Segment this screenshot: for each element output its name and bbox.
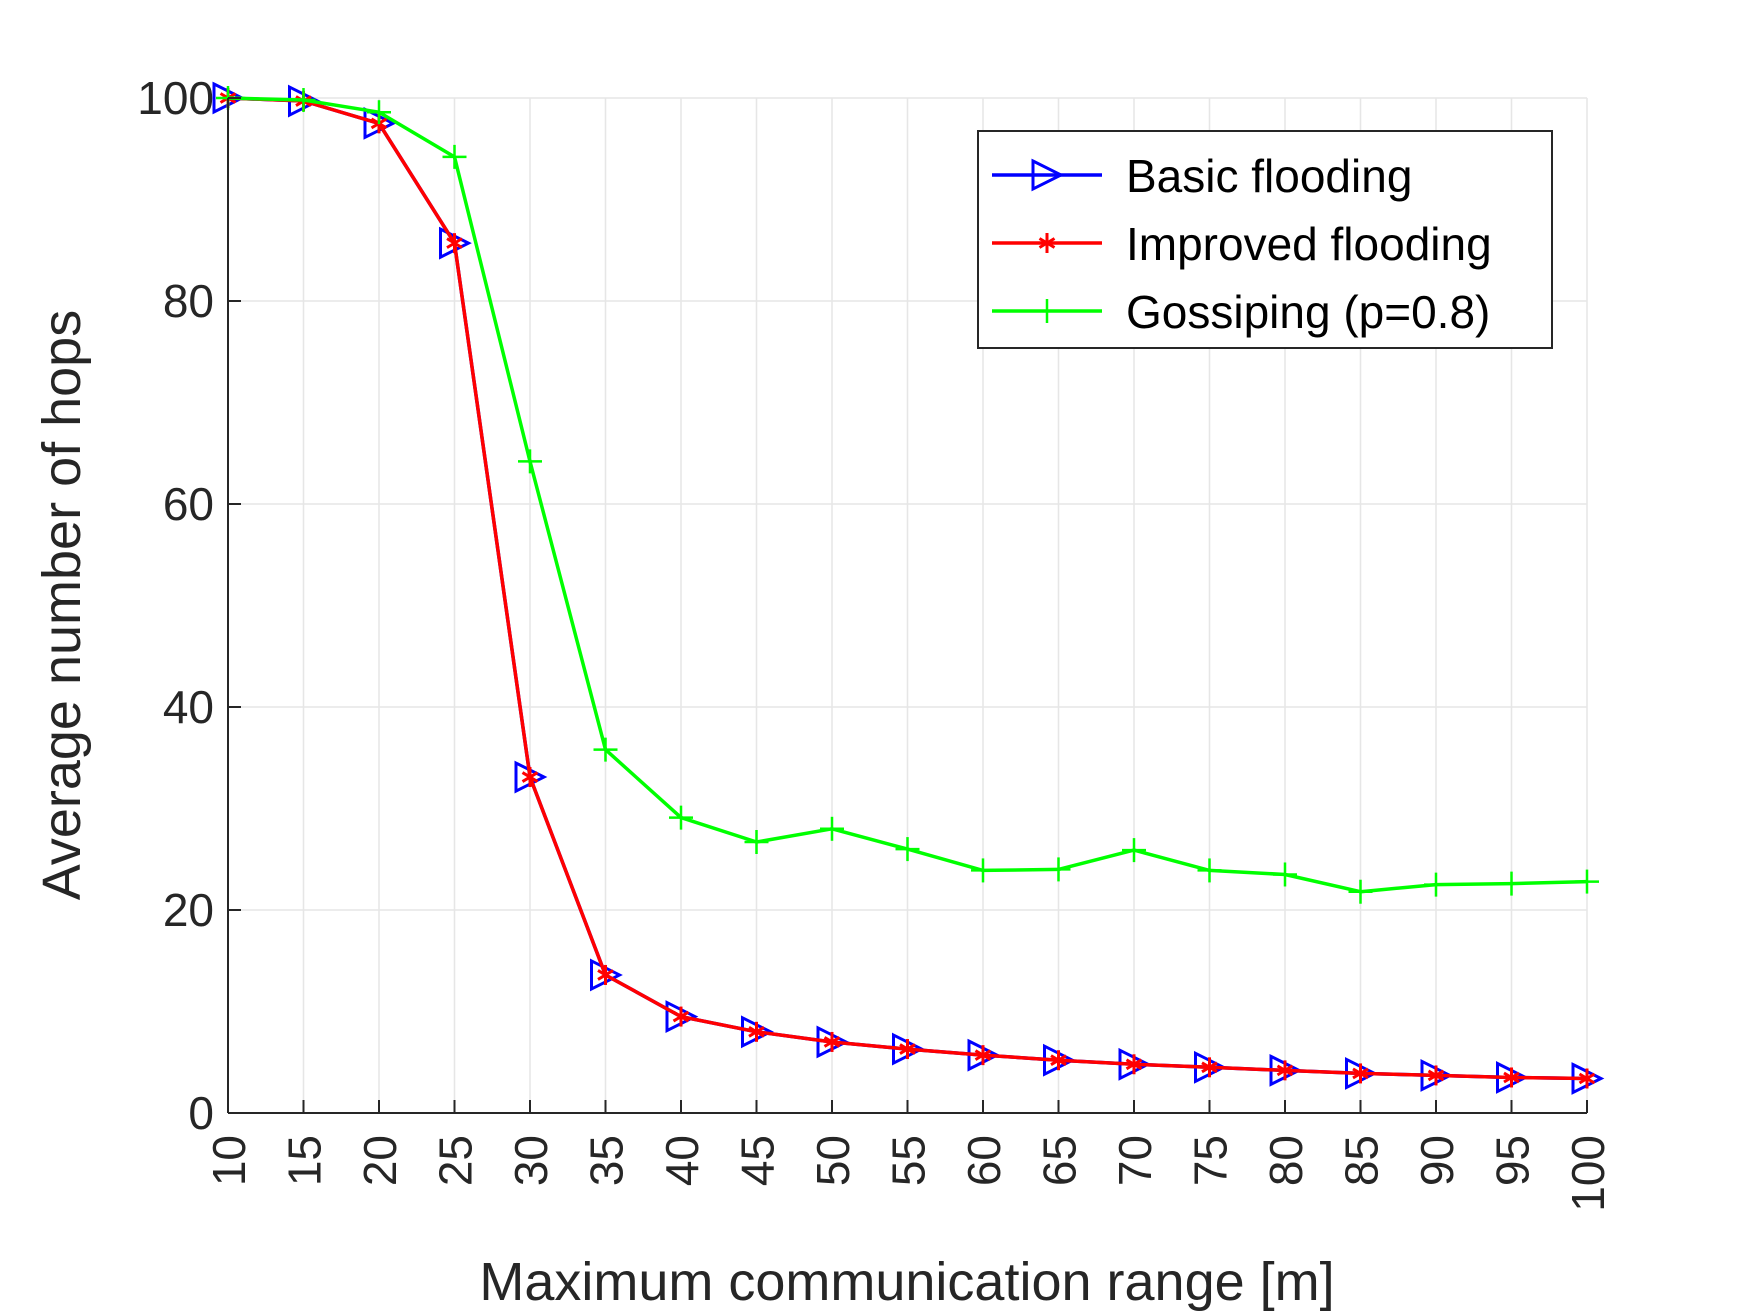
y-tick-label: 0 bbox=[188, 1087, 214, 1139]
asterisk-marker bbox=[748, 1021, 765, 1042]
plus-marker bbox=[367, 100, 391, 125]
legend-item: Gossiping (p=0.8) bbox=[992, 286, 1490, 338]
x-tick-label: 80 bbox=[1260, 1135, 1312, 1186]
asterisk-marker bbox=[1276, 1060, 1294, 1081]
asterisk-stroke bbox=[1125, 1058, 1143, 1071]
x-tick-label: 40 bbox=[656, 1135, 708, 1186]
asterisk-marker bbox=[1201, 1057, 1218, 1078]
asterisk-stroke bbox=[446, 237, 463, 249]
x-tick-label: 50 bbox=[807, 1135, 859, 1186]
y-tick-label: 80 bbox=[163, 275, 214, 327]
x-tick-label: 60 bbox=[958, 1135, 1010, 1186]
plus-marker bbox=[1122, 838, 1146, 863]
x-tick-label: 45 bbox=[732, 1135, 784, 1186]
y-axis-label: Average number of hops bbox=[32, 310, 92, 900]
asterisk-marker bbox=[1125, 1054, 1143, 1075]
asterisk-marker bbox=[672, 1006, 690, 1027]
plus-marker bbox=[442, 144, 467, 169]
asterisk-stroke bbox=[1201, 1061, 1218, 1074]
x-tick-label: 35 bbox=[581, 1135, 633, 1186]
x-tick-label: 30 bbox=[505, 1135, 557, 1186]
x-tick-label: 75 bbox=[1185, 1135, 1237, 1186]
x-tick-label: 70 bbox=[1109, 1135, 1161, 1186]
asterisk-marker bbox=[1038, 233, 1056, 253]
asterisk-stroke bbox=[1038, 237, 1056, 249]
legend-item: Basic flooding bbox=[992, 150, 1412, 202]
y-tick-label: 20 bbox=[163, 884, 214, 936]
asterisk-marker bbox=[974, 1045, 992, 1066]
x-tick-label: 15 bbox=[279, 1135, 331, 1186]
plus-marker bbox=[291, 88, 316, 113]
plus-marker bbox=[518, 449, 542, 474]
legend: Basic flooding Improved flooding Gossiping… bbox=[977, 130, 1553, 349]
y-tick-label: 60 bbox=[163, 478, 214, 530]
asterisk-stroke bbox=[672, 1010, 690, 1023]
x-tick-label: 85 bbox=[1336, 1135, 1388, 1186]
asterisk-marker bbox=[1050, 1050, 1067, 1071]
plus-marker bbox=[1046, 857, 1071, 882]
legend-label: Gossiping (p=0.8) bbox=[1126, 286, 1490, 338]
asterisk-marker bbox=[1578, 1068, 1596, 1089]
series-layer bbox=[212, 81, 1605, 1095]
x-tick-label: 25 bbox=[430, 1135, 482, 1186]
x-axis-label: Maximum communication range [m] bbox=[479, 1252, 1334, 1312]
plus-marker bbox=[971, 858, 995, 883]
asterisk-stroke bbox=[823, 1036, 841, 1048]
plus-marker bbox=[1424, 872, 1448, 897]
asterisk-marker bbox=[446, 233, 463, 254]
asterisk-marker bbox=[1352, 1063, 1369, 1084]
x-tick-label: 95 bbox=[1487, 1135, 1539, 1186]
plus-marker bbox=[1499, 871, 1524, 896]
axes-layer: 10 15 20 25 30 35 40 45 50 55 60 65 70 75 80 85 90 95 100 0… bbox=[137, 72, 1614, 1212]
asterisk-marker bbox=[1503, 1067, 1520, 1088]
series-gossiping-p-0-8 bbox=[216, 86, 1599, 904]
triangle-marker bbox=[1031, 158, 1065, 192]
asterisk-stroke bbox=[1352, 1067, 1369, 1080]
x-tick-label: 20 bbox=[354, 1135, 406, 1186]
asterisk-stroke bbox=[974, 1049, 992, 1061]
asterisk-stroke bbox=[1050, 1054, 1067, 1067]
legend-label: Basic flooding bbox=[1126, 150, 1412, 202]
x-tick-label: 90 bbox=[1411, 1135, 1463, 1186]
plus-marker bbox=[1575, 869, 1599, 894]
y-tick-label: 40 bbox=[163, 681, 214, 733]
plus-marker bbox=[820, 816, 844, 841]
x-tick-label: 55 bbox=[883, 1135, 935, 1186]
asterisk-marker bbox=[899, 1039, 916, 1060]
y-tick-label: 100 bbox=[137, 72, 214, 124]
asterisk-stroke bbox=[521, 771, 539, 783]
plus-marker bbox=[593, 737, 618, 762]
asterisk-marker bbox=[597, 964, 614, 985]
x-tick-label: 65 bbox=[1034, 1135, 1086, 1186]
asterisk-stroke bbox=[1276, 1064, 1294, 1077]
plus-marker bbox=[1197, 858, 1222, 883]
asterisk-stroke bbox=[748, 1026, 765, 1038]
asterisk-marker bbox=[823, 1031, 841, 1052]
plus-marker bbox=[1348, 879, 1373, 904]
asterisk-stroke bbox=[1578, 1072, 1596, 1085]
asterisk-stroke bbox=[899, 1043, 916, 1055]
x-tick-label: 100 bbox=[1562, 1135, 1614, 1212]
plus-marker bbox=[744, 829, 769, 854]
asterisk-stroke bbox=[1503, 1071, 1520, 1084]
plus-marker bbox=[669, 805, 693, 830]
legend-item: Improved flooding bbox=[992, 218, 1492, 270]
x-tick-label: 10 bbox=[203, 1135, 255, 1186]
plus-marker bbox=[1035, 299, 1059, 323]
plus-marker bbox=[895, 837, 920, 862]
asterisk-stroke bbox=[1427, 1069, 1445, 1082]
legend-label: Improved flooding bbox=[1126, 218, 1492, 270]
plus-marker bbox=[1273, 862, 1297, 887]
asterisk-marker bbox=[521, 767, 539, 788]
asterisk-stroke bbox=[597, 969, 614, 981]
asterisk-marker bbox=[1427, 1065, 1445, 1086]
